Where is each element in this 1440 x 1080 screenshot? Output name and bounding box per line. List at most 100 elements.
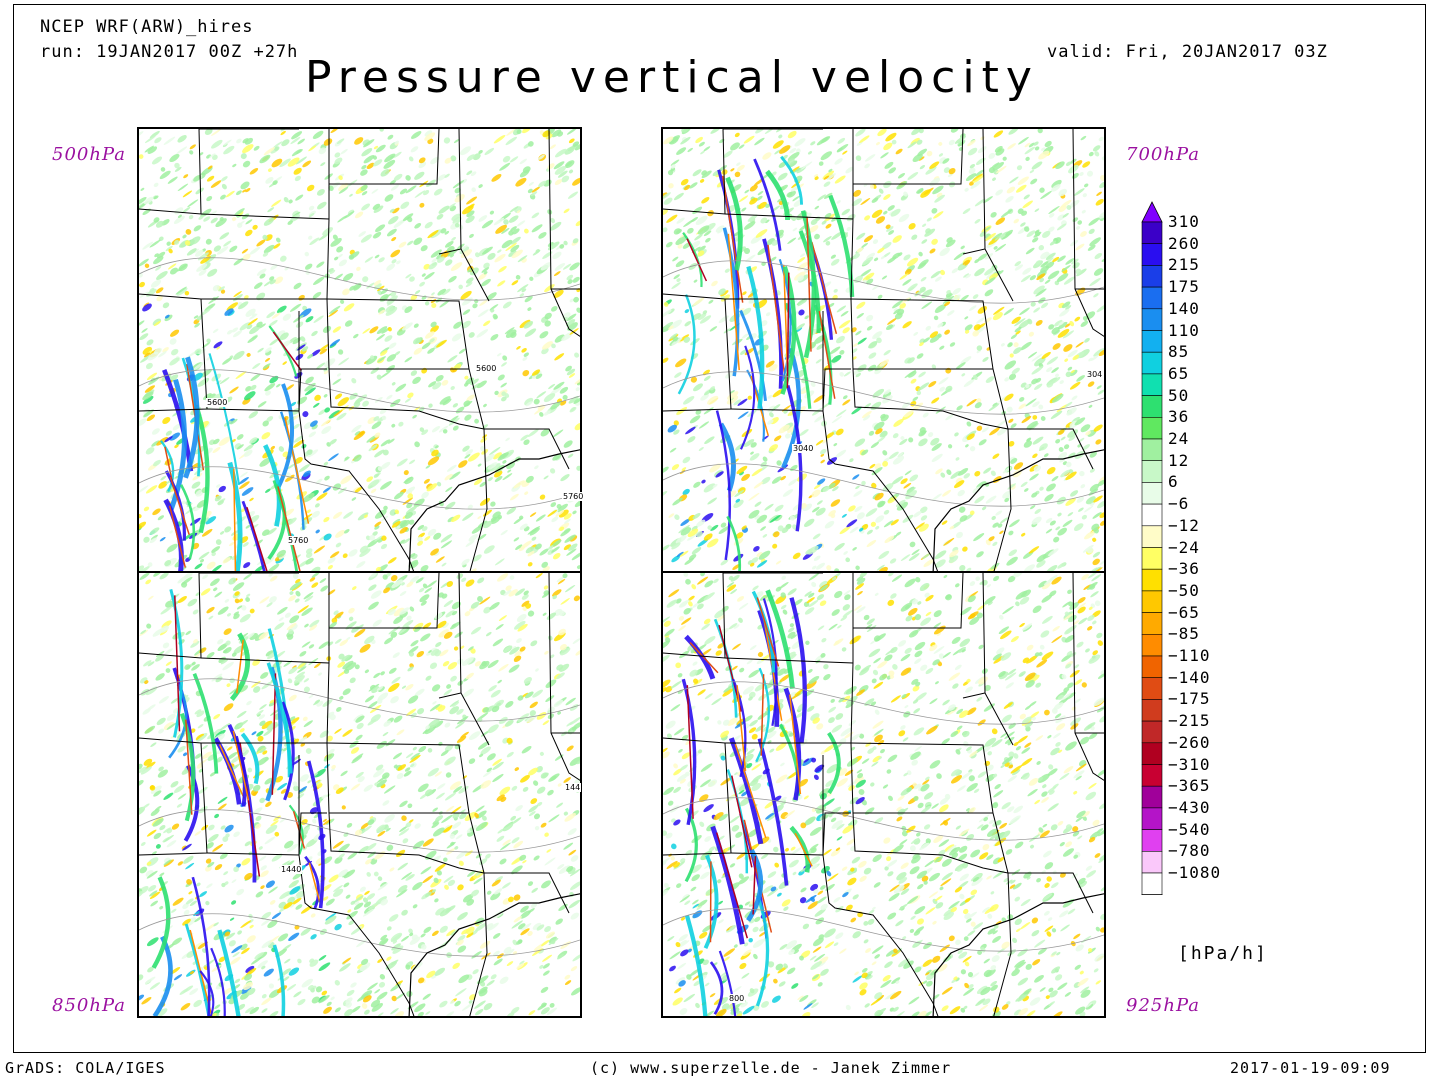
colorbar-tick-label: −36 xyxy=(1168,559,1200,579)
level-label-925: 925hPa xyxy=(1126,995,1200,1016)
colorbar-swatch xyxy=(1141,286,1163,310)
height-contour xyxy=(139,809,580,853)
colorbar-swatch xyxy=(1141,764,1163,787)
colorbar-swatch xyxy=(1141,872,1163,895)
color-scale-bar xyxy=(1141,201,1163,895)
footer-timestamp: 2017-01-19-09:09 xyxy=(1230,1059,1391,1077)
colorbar-tick-label: 110 xyxy=(1168,320,1200,340)
height-contour xyxy=(663,463,1104,507)
colorbar-swatch xyxy=(1141,417,1163,440)
contour-label: 144 xyxy=(564,783,582,792)
colorbar-tick-label: 6 xyxy=(1168,472,1179,492)
contour-label: 3040 xyxy=(792,444,815,453)
state-border xyxy=(822,410,939,571)
colorbar-swatch xyxy=(1141,742,1163,765)
colorbar-tick-label: 175 xyxy=(1168,277,1200,297)
colorbar-swatch xyxy=(1141,829,1163,852)
colorbar-swatch xyxy=(1141,525,1163,548)
plot-frame xyxy=(13,4,1426,1053)
map-field xyxy=(139,573,580,1016)
colorbar-tick-label: 50 xyxy=(1168,385,1190,405)
colorbar-tick-label: −780 xyxy=(1168,841,1211,861)
state-border xyxy=(992,368,1012,571)
state-border xyxy=(328,368,485,430)
colorbar-tick-label: 85 xyxy=(1168,342,1190,362)
colorbar-tick-label: 215 xyxy=(1168,255,1200,275)
colorbar-swatch xyxy=(1141,395,1163,418)
state-border xyxy=(468,368,488,571)
colorbar-swatch xyxy=(1141,699,1163,722)
colorbar-tick-label: 24 xyxy=(1168,429,1190,448)
colorbar-tick-label: −110 xyxy=(1168,646,1211,665)
colorbar-swatch xyxy=(1141,633,1163,657)
colorbar-tick-label: −310 xyxy=(1168,754,1211,774)
map-panel-500hpa xyxy=(137,127,582,573)
colorbar-tick-label: −540 xyxy=(1168,819,1211,839)
height-contour xyxy=(139,678,580,722)
contour-label: 5760 xyxy=(287,536,310,545)
state-border xyxy=(329,129,440,185)
level-label-700: 700hPa xyxy=(1126,144,1200,165)
colorbar-swatch xyxy=(1141,720,1163,744)
state-border xyxy=(329,573,440,629)
height-contour xyxy=(139,913,580,957)
level-label-850: 850hPa xyxy=(52,995,126,1016)
colorbar-swatch xyxy=(1141,373,1163,396)
state-border xyxy=(548,129,580,337)
colorbar-tick-label: 260 xyxy=(1168,233,1200,253)
state-border xyxy=(548,573,580,781)
colorbar-swatch xyxy=(1141,677,1163,700)
colorbar-tick-label: 36 xyxy=(1168,407,1190,427)
colorbar-swatch xyxy=(1141,612,1163,635)
colorbar-tick-label: 12 xyxy=(1168,450,1190,470)
colorbar-swatch xyxy=(1141,547,1163,570)
state-border xyxy=(992,812,1012,1016)
state-border xyxy=(460,692,490,746)
colorbar-swatch xyxy=(1141,438,1163,462)
height-contour xyxy=(663,371,1104,415)
colorbar-tick-label: 140 xyxy=(1168,298,1200,318)
run-time: run: 19JAN2017 00Z +27h xyxy=(40,42,299,62)
footer-software: GrADS: COLA/IGES xyxy=(5,1059,166,1077)
state-border xyxy=(853,129,964,185)
state-border xyxy=(853,573,964,629)
colorbar-swatch xyxy=(1141,221,1163,245)
coastline xyxy=(408,893,580,1016)
state-border xyxy=(468,812,488,1016)
state-border xyxy=(1008,428,1094,470)
state-border xyxy=(1008,872,1094,914)
state-border xyxy=(1072,129,1104,337)
colorbar-swatch xyxy=(1141,460,1163,483)
colorbar-tick-label: −365 xyxy=(1168,776,1211,796)
colorbar-swatch xyxy=(1141,807,1163,830)
state-border xyxy=(852,812,1009,874)
colorbar-swatch xyxy=(1141,785,1163,809)
colorbar-swatch xyxy=(1141,308,1163,331)
colorbar-swatch xyxy=(1141,850,1163,874)
state-border xyxy=(1072,573,1104,781)
coastline xyxy=(932,893,1104,1016)
colorbar-tick-label: 310 xyxy=(1168,212,1200,231)
unit-label: [hPa/h] xyxy=(1178,943,1268,964)
colorbar-swatch xyxy=(1141,330,1163,353)
colorbar-tick-label: −6 xyxy=(1168,494,1190,514)
map-panel-700hpa xyxy=(661,127,1106,573)
state-border xyxy=(298,410,415,571)
height-contour xyxy=(663,908,1104,952)
footer-credit: (c) www.superzelle.de - Janek Zimmer xyxy=(590,1059,952,1077)
state-border xyxy=(984,692,1014,746)
colorbar-swatch xyxy=(1141,243,1163,266)
contour-label: 5600 xyxy=(475,364,498,373)
colorbar-swatch xyxy=(1141,655,1163,679)
contour-label: 304 xyxy=(1086,370,1104,379)
state-border xyxy=(298,368,327,412)
state-border xyxy=(460,248,490,302)
colorbar-swatch xyxy=(1141,503,1163,527)
map-panel-850hpa xyxy=(137,571,582,1018)
state-border xyxy=(484,428,570,470)
colorbar-tick-label: 65 xyxy=(1168,363,1190,383)
contour-label: 5760 xyxy=(562,492,585,501)
state-border xyxy=(298,812,327,856)
colorbar-tick-label: −430 xyxy=(1168,797,1211,817)
contour-label: 1440 xyxy=(280,865,303,874)
